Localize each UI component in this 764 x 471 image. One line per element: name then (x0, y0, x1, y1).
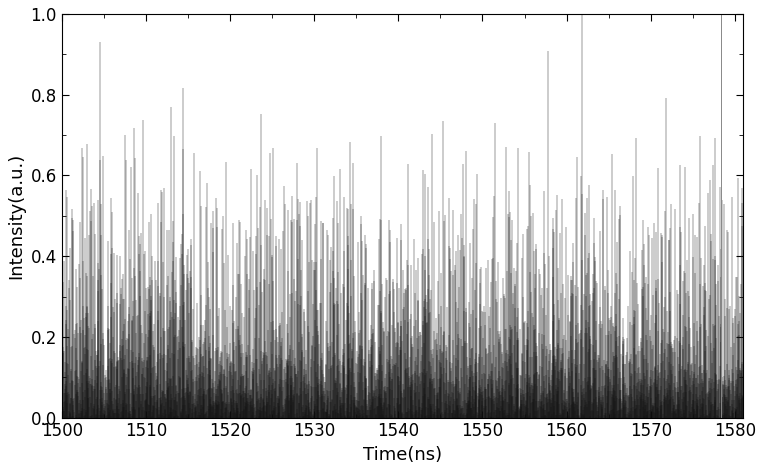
X-axis label: Time(ns): Time(ns) (363, 446, 442, 464)
Y-axis label: Intensity(a.u.): Intensity(a.u.) (7, 153, 25, 279)
